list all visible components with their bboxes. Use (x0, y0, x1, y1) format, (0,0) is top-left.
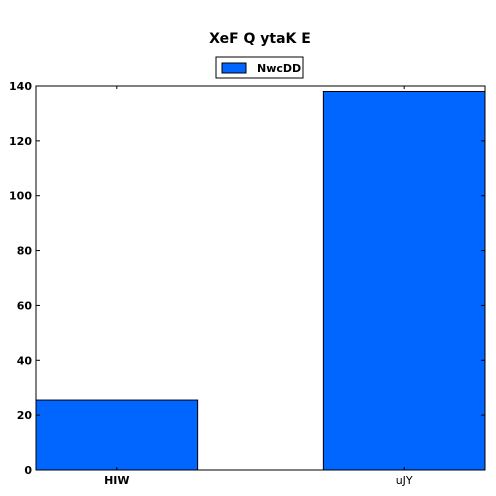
chart-title: XeF Q ytaK E (209, 31, 311, 47)
legend-label: NwcDD (257, 62, 301, 75)
y-tick-label-80: 80 (17, 245, 33, 258)
bar-uJY (322, 90, 486, 471)
x-tick-label-uJY: uJY (396, 474, 413, 487)
plot-frame (35, 85, 486, 471)
y-tick-label-20: 20 (17, 409, 33, 422)
plot-area: HIW uJY 0 20 40 60 80 100 120 140 (9, 80, 486, 487)
y-tick-label-60: 60 (17, 299, 33, 312)
legend: NwcDD (215, 56, 304, 79)
y-tick-label-40: 40 (17, 354, 33, 367)
x-tick-label-HIW: HIW (104, 474, 129, 487)
bar-HIW (35, 399, 199, 471)
y-tick-label-0: 0 (24, 464, 32, 477)
y-tick-label-100: 100 (9, 190, 32, 203)
legend-swatch (221, 62, 247, 74)
y-tick-label-140: 140 (9, 80, 32, 93)
y-tick-label-120: 120 (9, 135, 32, 148)
